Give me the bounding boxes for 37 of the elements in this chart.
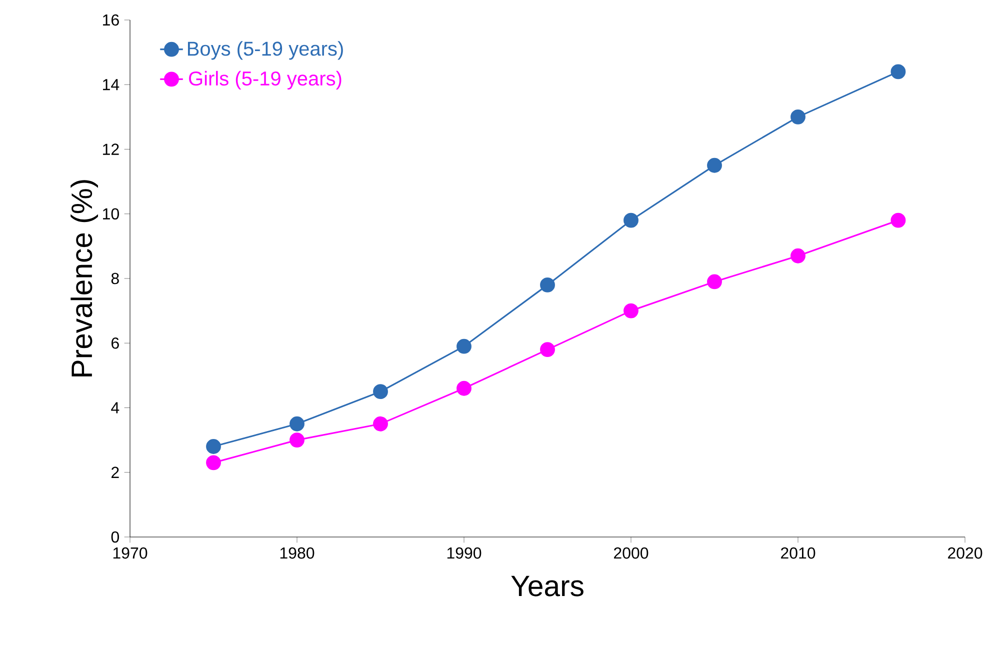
point (456, 338, 472, 354)
x-axis-title: Years (511, 576, 584, 596)
y-tick-label: 4 (111, 402, 120, 414)
point (540, 342, 555, 358)
x-tick-label: 2000 (614, 547, 648, 559)
point (206, 439, 221, 454)
point (790, 109, 806, 124)
x-tick-label: 2020 (948, 547, 982, 559)
point (707, 158, 722, 173)
y-tick-label: 10 (103, 208, 119, 220)
point (790, 248, 806, 264)
point (290, 432, 304, 448)
y-tick-label: 12 (103, 144, 119, 155)
y-tick-label: 0 (111, 531, 119, 543)
y-tick-label: 6 (112, 337, 119, 349)
point (890, 64, 906, 80)
y-axis-title: Prevalence (%) (70, 180, 98, 376)
point (624, 303, 638, 318)
y-tick-label: 14 (103, 79, 120, 90)
point (373, 384, 388, 400)
y-tick-label: 8 (111, 272, 119, 284)
point (624, 212, 638, 228)
point (707, 274, 722, 290)
point (890, 212, 906, 228)
point (206, 455, 221, 470)
point (456, 380, 472, 396)
x-tick-label: 2010 (780, 547, 816, 559)
x-tick-label: 1990 (447, 547, 482, 559)
x-tick-label: 1980 (280, 547, 314, 559)
point (290, 416, 304, 432)
point (373, 416, 388, 432)
x-tick-label: 1970 (113, 547, 148, 559)
point (540, 277, 555, 292)
y-tick-label: 2 (112, 466, 119, 478)
legend-label: Girls (5-19 years) (189, 70, 342, 90)
legend-label: Boys (5-19 years) (188, 41, 343, 60)
y-tick-label: 16 (103, 14, 119, 26)
